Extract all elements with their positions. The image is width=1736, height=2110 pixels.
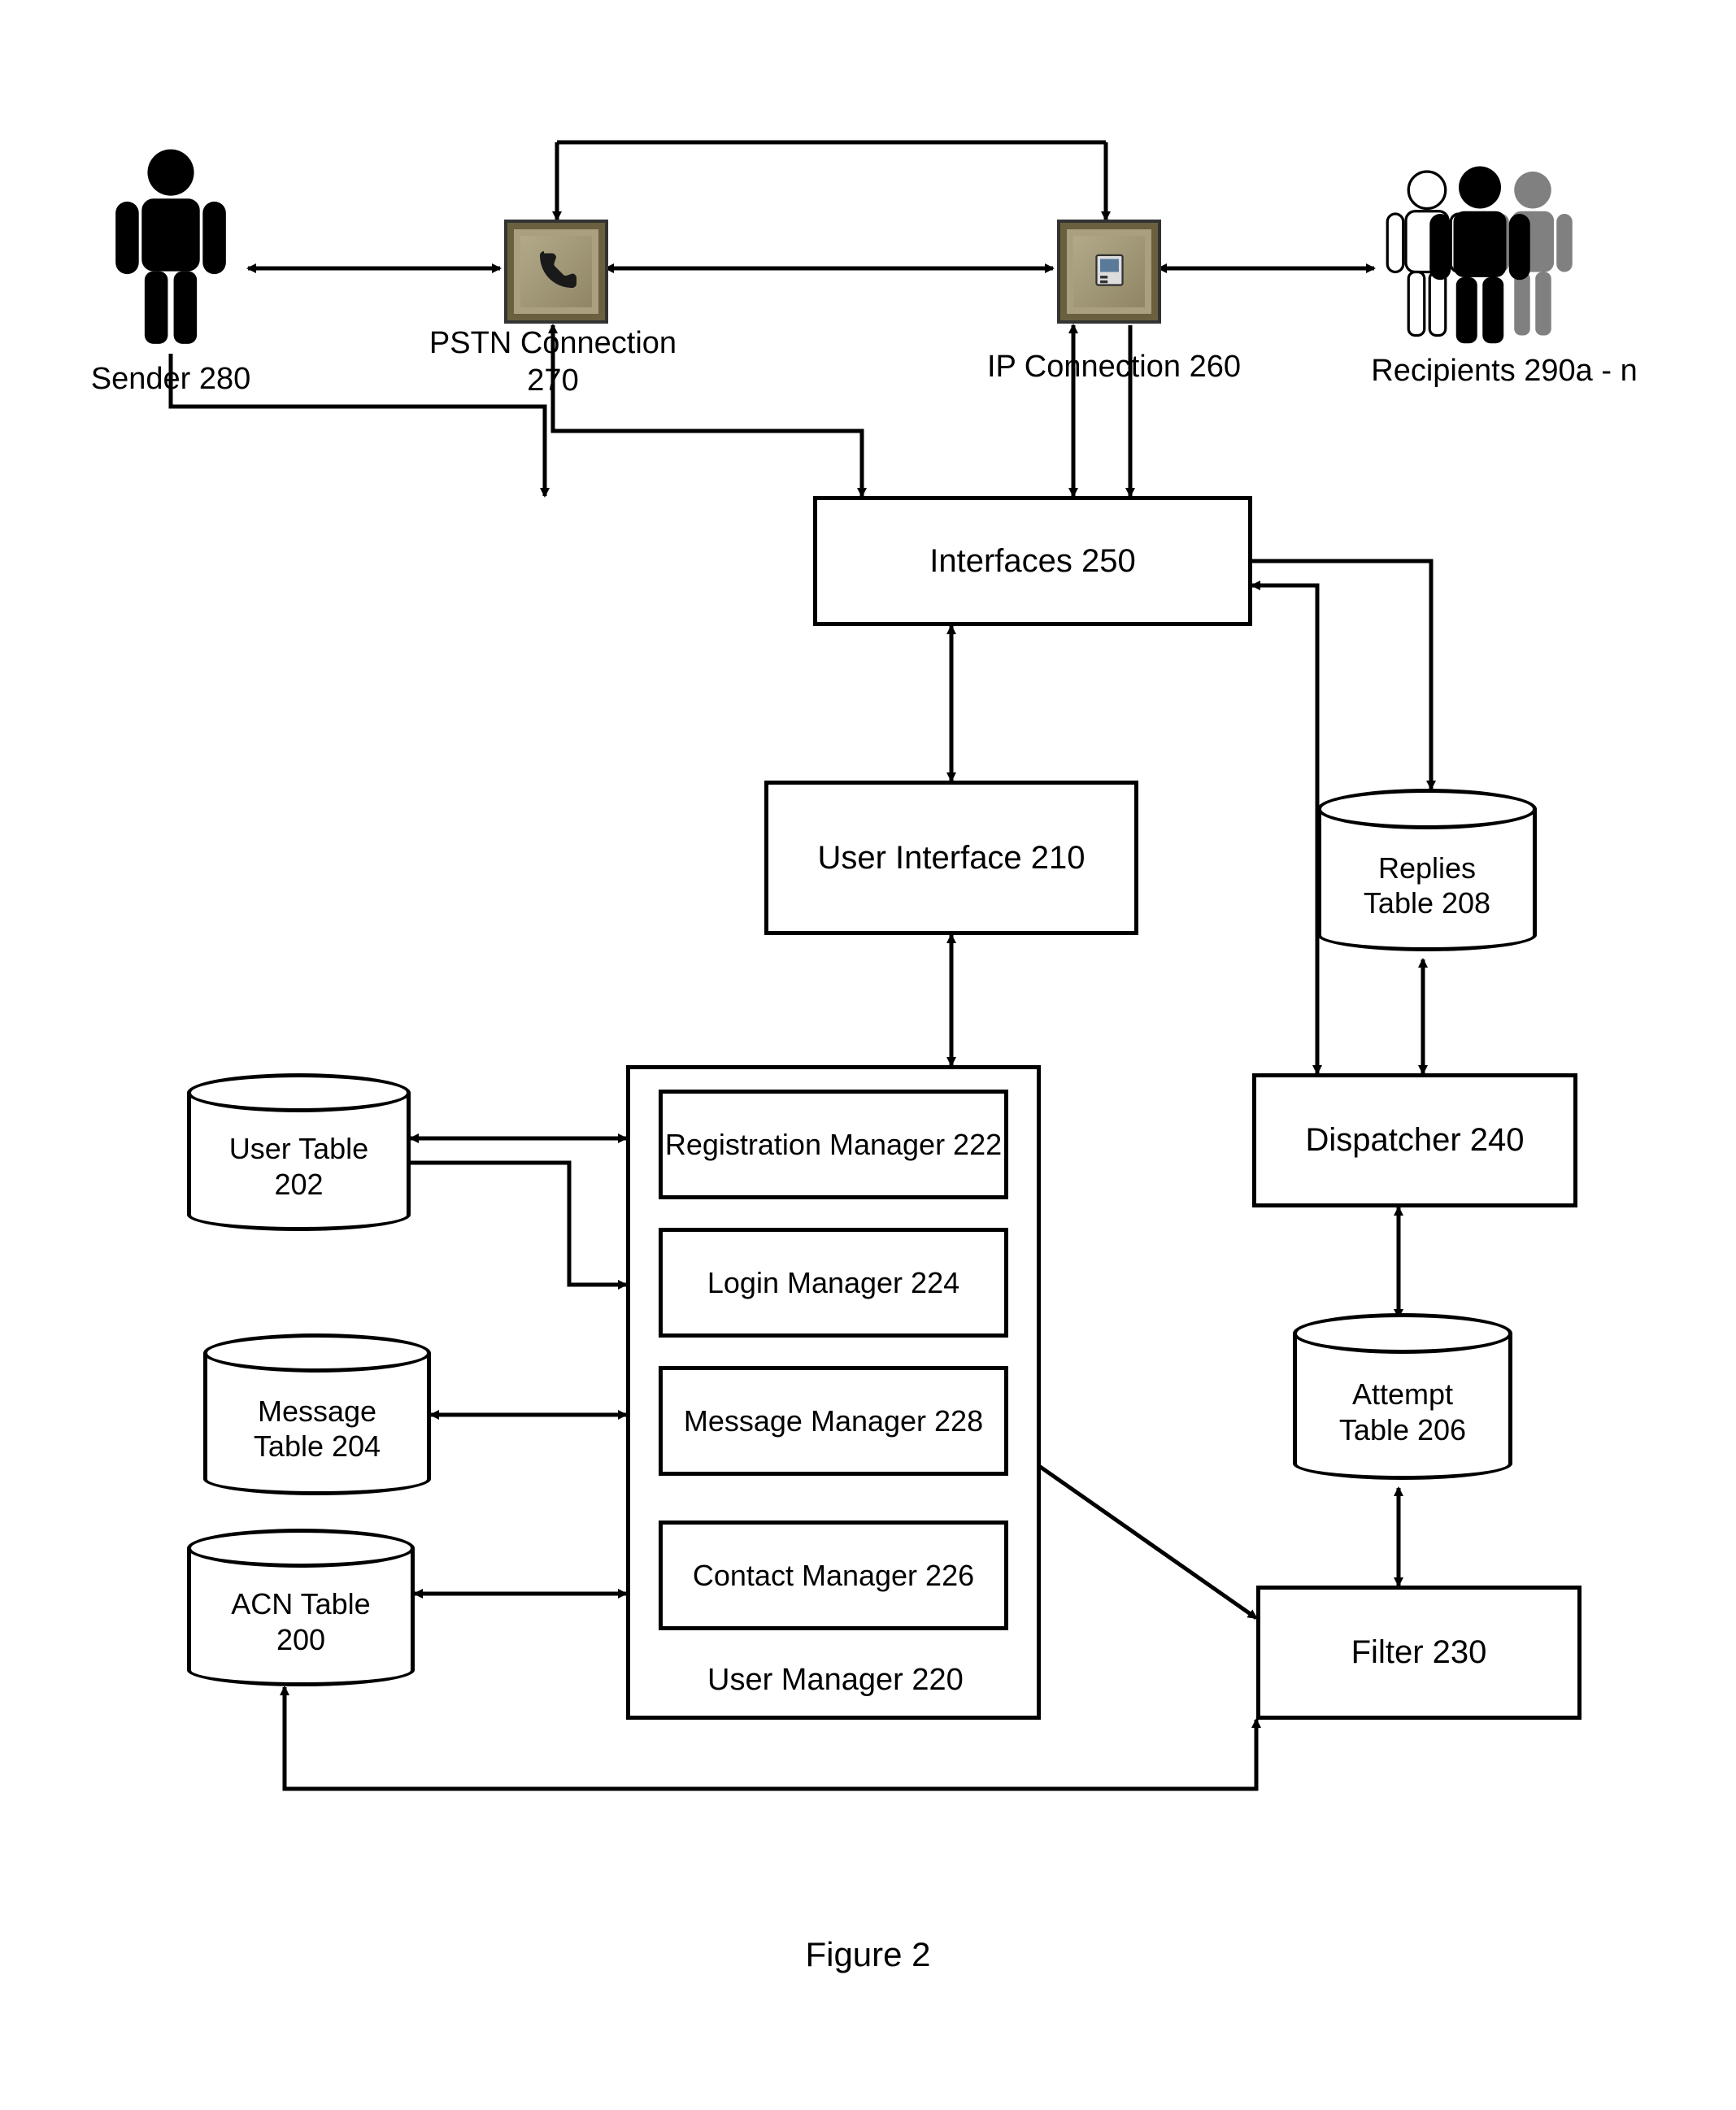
user-table-cylinder: User Table202 xyxy=(187,1073,411,1236)
sender-actor xyxy=(98,146,244,350)
replies-table-cylinder: RepliesTable 208 xyxy=(1317,789,1537,959)
filter-box: Filter 230 xyxy=(1256,1586,1582,1720)
login-manager-box: Login Manager 224 xyxy=(659,1228,1008,1338)
contact-manager-box: Contact Manager 226 xyxy=(659,1521,1008,1630)
dispatcher-box: Dispatcher 240 xyxy=(1252,1073,1577,1207)
ip-connection-icon xyxy=(1057,220,1161,324)
figure-caption: Figure 2 xyxy=(0,1935,1736,1974)
interfaces-box: Interfaces 250 xyxy=(813,496,1252,626)
recipients-label: Recipients 290a - n xyxy=(1334,354,1675,389)
ip-label: IP Connection 260 xyxy=(959,350,1268,385)
user-manager-label: User Manager 220 xyxy=(707,1663,1033,1698)
registration-manager-box: Registration Manager 222 xyxy=(659,1090,1008,1199)
recipients-actor xyxy=(1374,163,1586,350)
message-manager-box: Message Manager 228 xyxy=(659,1366,1008,1476)
attempt-table-cylinder: AttemptTable 206 xyxy=(1293,1313,1512,1488)
message-table-cylinder: MessageTable 204 xyxy=(203,1333,431,1500)
sender-label: Sender 280 xyxy=(57,362,285,397)
pstn-label: PSTN Connection 270 xyxy=(398,325,707,399)
pstn-connection-icon xyxy=(504,220,608,324)
user-interface-box: User Interface 210 xyxy=(764,781,1138,935)
acn-table-cylinder: ACN Table200 xyxy=(187,1529,415,1691)
